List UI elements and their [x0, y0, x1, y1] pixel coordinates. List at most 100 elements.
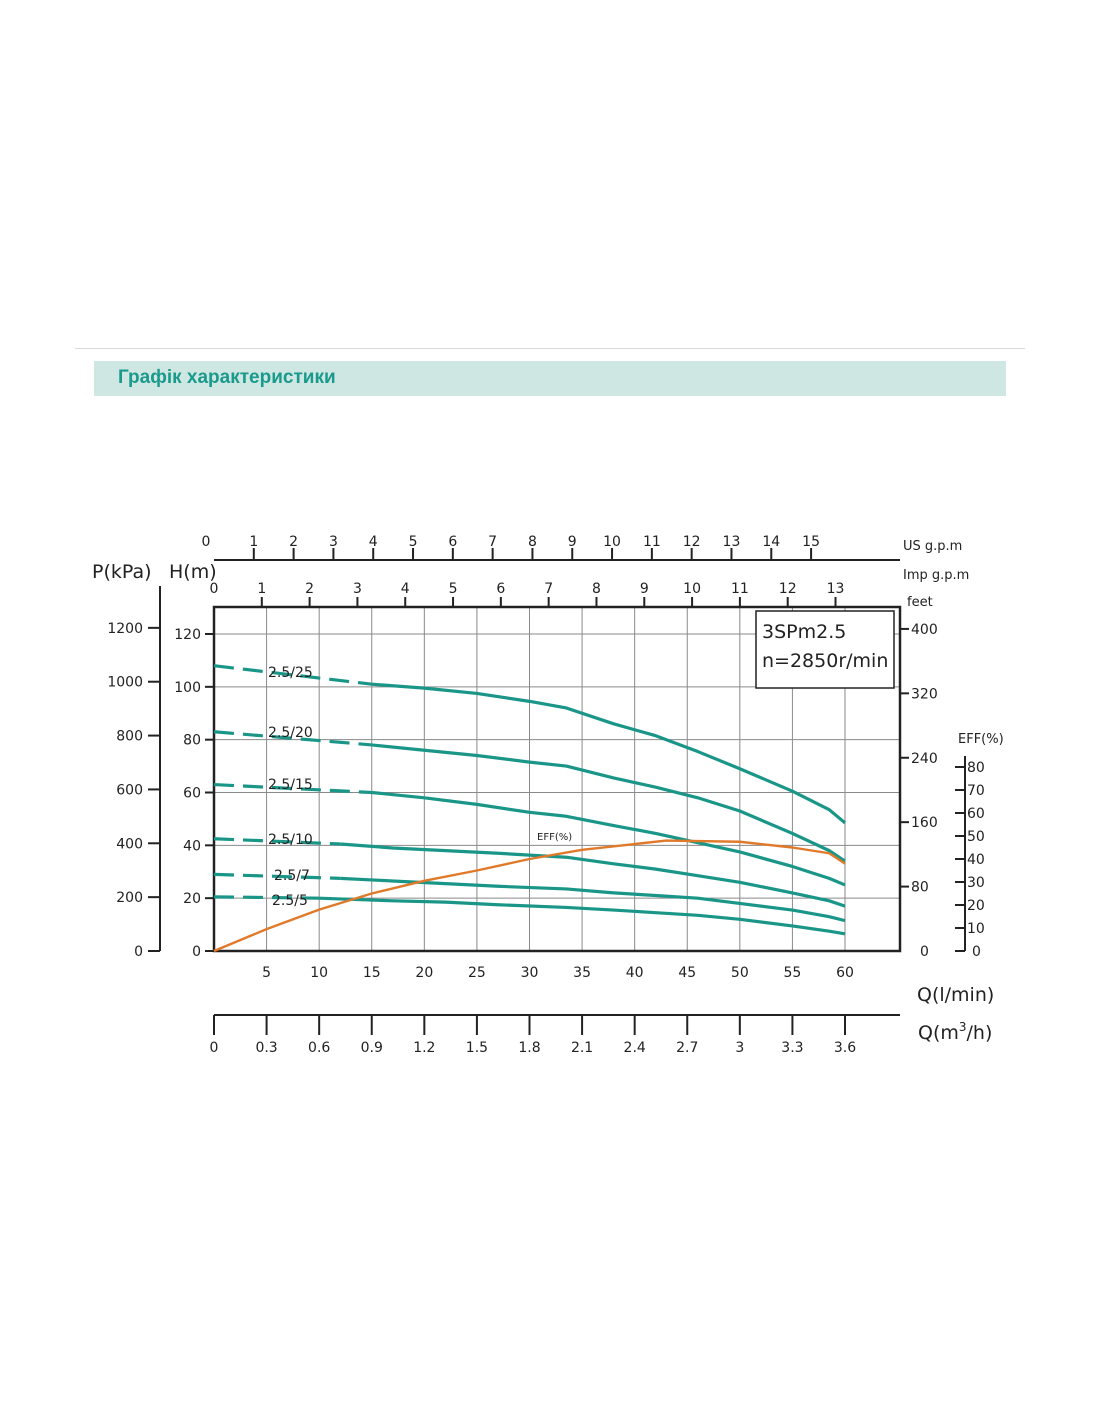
feet-tick-label: 400 [911, 622, 938, 638]
x-tick-m3h: 3.3 [781, 1040, 803, 1056]
x-tick-m3h: 0.6 [308, 1040, 330, 1056]
m-tick-label: 80 [183, 733, 201, 749]
kpa-tick-label: 1000 [107, 675, 143, 691]
head-curve-dashed [213, 664, 372, 686]
imp-gpm-tick-label: 13 [827, 581, 845, 597]
us-gpm-tick-label: 8 [528, 534, 537, 550]
imp-gpm-tick-label: 12 [779, 581, 797, 597]
kpa-tick-label: 800 [116, 729, 143, 745]
us-gpm-tick-label: 9 [568, 534, 577, 550]
curve-label: 2.5/7 [274, 868, 310, 884]
us-gpm-tick-label: 13 [723, 534, 741, 550]
axis-label-feet: feet [907, 595, 933, 610]
us-gpm-tick-label: 11 [643, 534, 661, 550]
curve-label: 2.5/5 [272, 893, 308, 909]
imp-gpm-tick-label: 9 [640, 581, 649, 597]
feet-tick-label: 160 [911, 815, 938, 831]
efficiency-label-bg [530, 827, 580, 843]
eff-tick-label: 70 [967, 783, 985, 799]
x-tick-m3h: 2.4 [624, 1040, 646, 1056]
head-curve [340, 876, 846, 923]
feet-tick-label: 240 [911, 751, 938, 767]
us-gpm-tick-label: 10 [603, 534, 621, 550]
head-curves: 2.5/25 2.5/20 2.5/15 2.5/10 2.5/7 2.5/5 [213, 664, 847, 936]
head-curve [371, 743, 846, 863]
imp-gpm-tick-label: 3 [353, 581, 362, 597]
imp-gpm-tick-label: 8 [592, 581, 601, 597]
imp-gpm-tick-label: 0 [210, 581, 219, 597]
x-tick-lmin: 30 [521, 965, 539, 981]
x-tick-lmin: 35 [573, 965, 591, 981]
chart-axes: 5 10 15 20 25 30 35 40 45 50 55 600 0.3 0.6 0.9 1.2 1.5 1… [107, 534, 984, 1056]
efficiency-curve [213, 839, 846, 953]
x-tick-m3h: 1.5 [466, 1040, 488, 1056]
us-gpm-tick-label: 15 [802, 534, 820, 550]
imp-gpm-tick-label: 5 [449, 581, 458, 597]
plot-frame [212, 605, 902, 953]
feet-tick-label: 80 [911, 880, 929, 896]
us-gpm-tick-label: 7 [488, 534, 497, 550]
x-tick-lmin: 40 [626, 965, 644, 981]
curve-label: 2.5/25 [268, 665, 313, 681]
imp-gpm-tick-label: 10 [683, 581, 701, 597]
efficiency-curve-group: EFF(%) [213, 827, 846, 953]
eff-tick-label: 20 [967, 898, 985, 914]
axis-label-eff: EFF(%) [958, 732, 1004, 747]
x-tick-m3h: 1.8 [518, 1040, 540, 1056]
x-tick-m3h: 3 [735, 1040, 744, 1056]
eff-tick-label: 60 [967, 806, 985, 822]
us-gpm-tick-label: 6 [448, 534, 457, 550]
eff-tick-label: 50 [967, 829, 985, 845]
us-gpm-tick-label: 5 [409, 534, 418, 550]
us-gpm-tick-label: 3 [329, 534, 338, 550]
curve-label: 2.5/20 [268, 725, 313, 741]
head-curve-dashed [213, 730, 372, 747]
us-gpm-tick-label: 12 [683, 534, 701, 550]
efficiency-label: EFF(%) [537, 832, 572, 843]
feet-tick-label: 320 [911, 686, 938, 702]
x-tick-m3h: 0 [210, 1040, 219, 1056]
axis-label-us-gpm: US g.p.m [903, 539, 962, 554]
head-curve-dashed [213, 782, 372, 795]
feet-tick-label: 0 [920, 944, 929, 960]
x-tick-m3h: 0.3 [255, 1040, 277, 1056]
head-curve [371, 790, 846, 887]
eff-tick-label: 40 [967, 852, 985, 868]
x-tick-m3h: 2.1 [571, 1040, 593, 1056]
kpa-tick-label: 1200 [107, 621, 143, 637]
head-curve-dashed [213, 837, 341, 846]
us-gpm-tick-label: 1 [249, 534, 258, 550]
m-tick-label: 0 [192, 944, 201, 960]
imp-gpm-tick-label: 6 [496, 581, 505, 597]
x-tick-lmin: 60 [836, 965, 854, 981]
kpa-tick-label: 0 [134, 944, 143, 960]
kpa-tick-label: 200 [116, 890, 143, 906]
imp-gpm-tick-label: 1 [257, 581, 266, 597]
us-gpm-tick-label: 0 [202, 534, 211, 550]
axis-label-imp-gpm: Imp g.p.m [903, 568, 969, 583]
x-tick-lmin: 20 [415, 965, 433, 981]
x-axis-label-m3h: Q(m3/h) [918, 1020, 992, 1044]
eff-tick-label: 30 [967, 875, 985, 891]
model-box [755, 610, 895, 689]
top-divider [75, 348, 1025, 349]
kpa-tick-label: 400 [116, 836, 143, 852]
eff-tick-label: 0 [972, 944, 981, 960]
head-curve-dashed [213, 872, 341, 880]
x-axis-label-lmin: Q(l/min) [917, 984, 994, 1006]
m-tick-label: 100 [174, 680, 201, 696]
y-axis-label-kpa: P(kPa) [92, 561, 152, 583]
us-gpm-tick-label: 4 [369, 534, 378, 550]
imp-gpm-tick-label: 4 [401, 581, 410, 597]
model-label: 3SPm2.5 [762, 621, 846, 643]
head-curve [319, 896, 846, 936]
section-title: Графік характеристики [118, 367, 336, 388]
head-curve-dashed [213, 895, 320, 900]
x-tick-lmin: 50 [731, 965, 749, 981]
imp-gpm-tick-label: 7 [544, 581, 553, 597]
head-curve [340, 842, 846, 908]
section-banner: Графік характеристики [94, 361, 1006, 396]
imp-gpm-tick-label: 2 [305, 581, 314, 597]
us-gpm-tick-label: 14 [762, 534, 780, 550]
curve-label: 2.5/10 [268, 832, 313, 848]
